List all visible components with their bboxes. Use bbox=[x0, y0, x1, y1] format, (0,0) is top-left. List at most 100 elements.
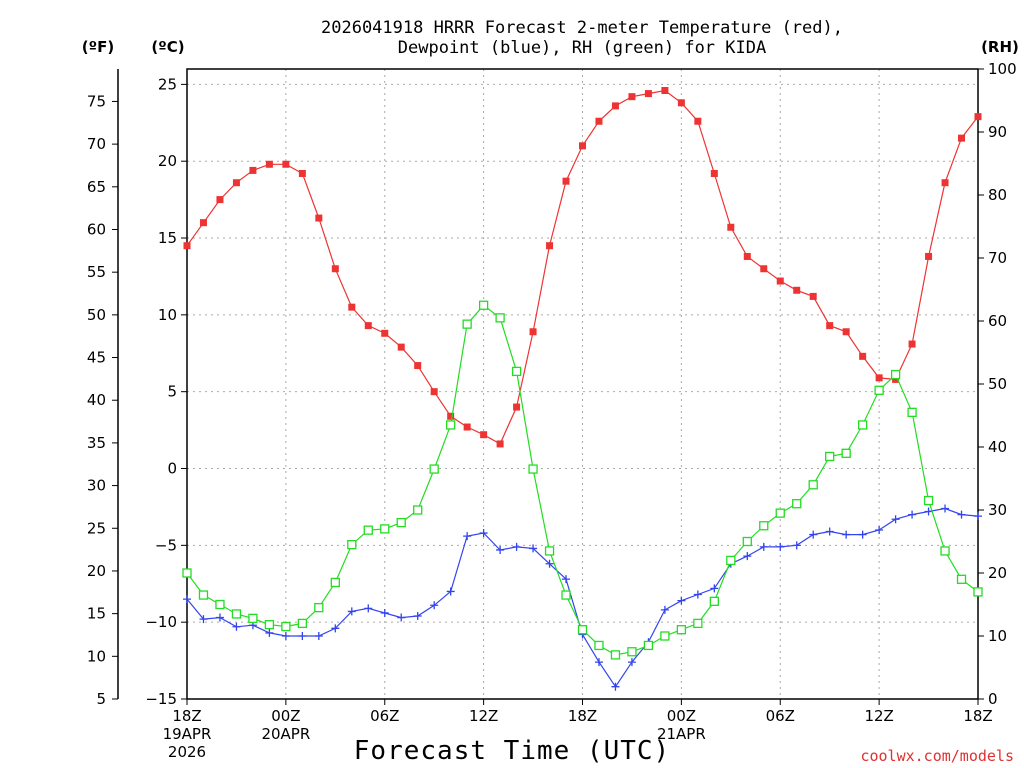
rh-tick-label: 0 bbox=[988, 690, 998, 708]
celsius-tick-label: 25 bbox=[158, 75, 177, 93]
series-rh bbox=[182, 300, 983, 660]
rh-tick-label: 30 bbox=[988, 501, 1007, 519]
x-tick-label: 21APR bbox=[657, 725, 706, 743]
dewpoint-point bbox=[347, 607, 356, 616]
temperature-point bbox=[908, 340, 916, 348]
dewpoint-point bbox=[545, 559, 554, 568]
dewpoint-point bbox=[660, 605, 669, 614]
x-tick-label: 12Z bbox=[864, 707, 893, 725]
rh-point bbox=[742, 536, 752, 547]
fahrenheit-tick-label: 75 bbox=[87, 92, 106, 110]
fahrenheit-tick-label: 45 bbox=[87, 349, 106, 367]
fahrenheit-tick-label: 25 bbox=[87, 519, 106, 537]
fahrenheit-unit-label: (ºF) bbox=[82, 38, 114, 56]
temperature-point bbox=[199, 219, 207, 227]
rh-point bbox=[709, 596, 719, 606]
rh-point bbox=[215, 599, 225, 610]
rh-point bbox=[231, 609, 242, 619]
rh-point bbox=[577, 625, 588, 635]
x-tick-label: 12Z bbox=[469, 707, 498, 725]
temperature-point bbox=[447, 412, 455, 420]
dewpoint-point bbox=[776, 542, 785, 551]
dewpoint-point bbox=[677, 596, 686, 605]
dewpoint-point bbox=[232, 622, 241, 631]
rh-point bbox=[478, 300, 489, 310]
temperature-point bbox=[480, 431, 488, 439]
temperature-point bbox=[826, 322, 834, 330]
rh-tick-label: 20 bbox=[988, 564, 1007, 582]
dewpoint-point bbox=[858, 530, 867, 539]
fahrenheit-tick-label: 10 bbox=[87, 647, 106, 665]
rh-point bbox=[890, 369, 901, 380]
dewpoint-point bbox=[792, 541, 801, 550]
temperature-point bbox=[760, 265, 768, 273]
rh-point bbox=[660, 631, 670, 641]
dewpoint-point bbox=[463, 532, 472, 541]
temperature-point bbox=[611, 102, 619, 110]
temperature-point bbox=[875, 374, 883, 382]
temperature-point bbox=[562, 177, 570, 185]
rh-point bbox=[956, 574, 967, 584]
fahrenheit-tick-label: 15 bbox=[87, 605, 106, 623]
dewpoint-point bbox=[908, 510, 917, 519]
fahrenheit-tick-label: 20 bbox=[87, 562, 106, 580]
dewpoint-point bbox=[496, 545, 505, 554]
x-tick-label: 18Z bbox=[963, 707, 992, 725]
rh-point bbox=[446, 420, 456, 430]
x-tick-label: 20APR bbox=[261, 725, 310, 743]
temperature-point bbox=[842, 328, 850, 336]
dewpoint-point bbox=[974, 512, 982, 521]
x-axis-label: Forecast Time (UTC) bbox=[354, 736, 670, 766]
dewpoint-point bbox=[924, 507, 933, 516]
rh-point bbox=[363, 525, 373, 535]
dewpoint-point bbox=[298, 632, 307, 640]
temperature-point bbox=[892, 375, 900, 383]
dewpoint-point bbox=[413, 612, 422, 621]
fahrenheit-tick-label: 35 bbox=[87, 434, 106, 452]
rh-point bbox=[264, 620, 275, 630]
fahrenheit-tick-label: 50 bbox=[87, 306, 106, 324]
rh-tick-label: 80 bbox=[988, 186, 1007, 204]
rh-point bbox=[825, 451, 835, 462]
dewpoint-point bbox=[529, 544, 538, 553]
data-series bbox=[182, 87, 983, 691]
rh-point bbox=[973, 587, 983, 597]
dewpoint-point bbox=[430, 601, 439, 610]
rh-tick-label: 40 bbox=[988, 438, 1007, 456]
temperature-point bbox=[232, 179, 240, 187]
rh-unit-label: (RH) bbox=[981, 38, 1019, 56]
fahrenheit-tick-label: 30 bbox=[87, 477, 106, 495]
temperature-point bbox=[809, 292, 817, 300]
rh-point bbox=[874, 385, 884, 395]
celsius-tick-label: −10 bbox=[145, 613, 177, 631]
temperature-point bbox=[925, 252, 933, 260]
temperature-point bbox=[776, 277, 784, 285]
dewpoint-point bbox=[941, 504, 950, 513]
rh-point bbox=[627, 647, 637, 657]
celsius-tick-label: 15 bbox=[158, 229, 177, 247]
dewpoint-point bbox=[562, 575, 571, 584]
temperature-point bbox=[694, 117, 702, 125]
temperature-point bbox=[348, 303, 356, 311]
rh-point bbox=[511, 366, 522, 377]
rh-point bbox=[907, 407, 917, 418]
dewpoint-point bbox=[199, 615, 208, 624]
credit-text: coolwx.com/models bbox=[860, 747, 1014, 765]
celsius-tick-label: 5 bbox=[167, 383, 177, 401]
rh-point bbox=[198, 590, 209, 600]
temperature-point bbox=[743, 252, 751, 260]
dewpoint-point bbox=[809, 530, 818, 539]
temperature-point bbox=[430, 388, 438, 396]
dewpoint-point bbox=[825, 527, 834, 536]
temperature-point bbox=[381, 329, 389, 337]
rh-point bbox=[808, 480, 818, 490]
dewpoint-point bbox=[265, 628, 274, 637]
rh-point bbox=[923, 495, 934, 506]
temperature-point bbox=[463, 423, 471, 431]
rh-tick-label: 70 bbox=[988, 249, 1007, 267]
rh-point bbox=[841, 448, 851, 458]
rh-point bbox=[297, 618, 308, 629]
dewpoint-point bbox=[397, 613, 406, 622]
rh-point bbox=[281, 621, 291, 632]
